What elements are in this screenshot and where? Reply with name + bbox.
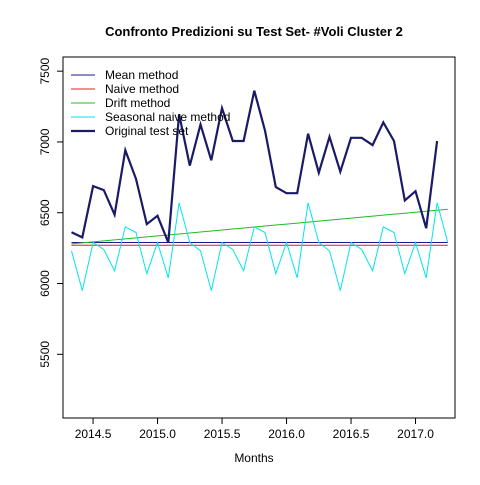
y-tick-label: 6500: [38, 199, 52, 226]
plot-frame: [62, 56, 456, 419]
legend-label: Mean method: [105, 68, 178, 82]
series-line: [71, 202, 449, 291]
y-tick-label: 6000: [38, 270, 52, 297]
x-tick-label: 2016.5: [333, 427, 370, 441]
x-tick-label: 2015.5: [204, 427, 241, 441]
y-tick-label: 7000: [38, 128, 52, 155]
x-tick-label: 2017.0: [397, 427, 434, 441]
legend-label: Naive method: [105, 82, 179, 96]
y-tick-label: 5500: [38, 341, 52, 368]
x-tick-label: 2016.0: [268, 427, 305, 441]
y-tick-label: 7500: [38, 57, 52, 84]
x-tick-label: 2015.0: [139, 427, 176, 441]
legend-label: Drift method: [105, 96, 170, 110]
x-axis-label: Months: [234, 451, 273, 465]
chart-title: Confronto Predizioni su Test Set- #Voli …: [105, 24, 403, 39]
legend-label: Seasonal naive method: [105, 110, 230, 124]
series-line: [71, 90, 439, 243]
x-tick-label: 2014.5: [75, 427, 112, 441]
series-line: [71, 208, 448, 245]
legend-label: Original test set: [105, 124, 189, 138]
